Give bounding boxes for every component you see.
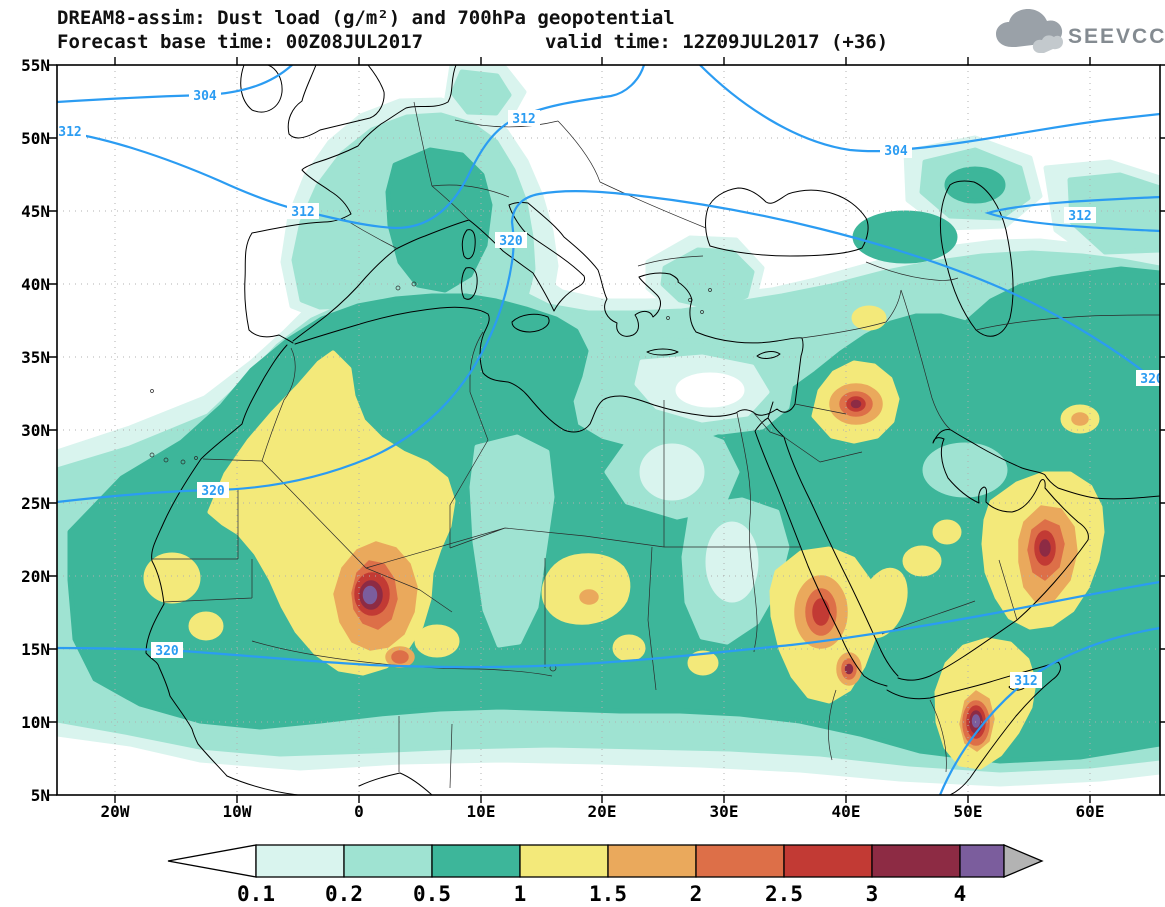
colorbar-label: 1 (514, 882, 527, 906)
contour-label: 320 (197, 482, 229, 499)
lat-tick-label: 25N (21, 494, 50, 513)
geopotential-contours (57, 65, 1160, 795)
colorbar-segment (343, 844, 433, 878)
seevccc-logo: SEEVCCC (996, 9, 1165, 53)
lat-tick-label: 10N (21, 713, 50, 732)
contour-label: 312 (57, 123, 86, 140)
colorbar-label: 0.5 (413, 882, 451, 906)
svg-text:320: 320 (155, 644, 179, 659)
lat-tick-label: 55N (21, 56, 50, 75)
colorbar-arrow-high (1003, 844, 1044, 878)
svg-text:320: 320 (1140, 372, 1164, 387)
coastlines (145, 65, 1160, 795)
colorbar-segment (871, 844, 961, 878)
lat-tick-label: 5N (31, 786, 50, 805)
lat-tick-label: 40N (21, 275, 50, 294)
svg-text:312: 312 (1068, 209, 1091, 224)
contour-label: 304 (880, 142, 912, 159)
contour-label: 312 (508, 110, 540, 127)
contour-label: 320 (151, 642, 183, 659)
lat-axis: 55N 50N 45N 40N 35N 30N 25N 20N 15N 10N … (21, 56, 50, 805)
svg-text:320: 320 (201, 484, 225, 499)
lat-tick-label: 15N (21, 640, 50, 659)
colorbar-segment (607, 844, 697, 878)
colorbar-segment (519, 844, 609, 878)
svg-text:312: 312 (512, 112, 535, 127)
contour-label: 304 (189, 87, 221, 104)
lon-tick-label: 0 (354, 802, 364, 821)
svg-text:304: 304 (884, 144, 908, 159)
colorbar-segment (959, 844, 1005, 878)
svg-text:304: 304 (193, 89, 217, 104)
colorbar-label: 4 (954, 882, 967, 906)
subtitle-forecast-time: Forecast base time: 00Z08JUL2017 (57, 31, 423, 53)
contour-label: 312 (1064, 207, 1096, 224)
colorbar-segment (255, 844, 345, 878)
lon-tick-label: 10W (223, 802, 252, 821)
colorbar-label: 0.2 (325, 882, 363, 906)
lon-tick-label: 20W (101, 802, 130, 821)
colorbar-segment (431, 844, 521, 878)
colorbar-label: 0.1 (237, 882, 275, 906)
map-body: 304 312 312 312 304 312 320 320 320 312 … (57, 65, 1164, 795)
page-title: DREAM8-assim: Dust load (g/m²) and 700hP… (57, 7, 675, 29)
subtitle-valid-time: valid time: 12Z09JUL2017 (+36) (545, 31, 888, 53)
lat-tick-label: 30N (21, 421, 50, 440)
lon-tick-label: 60E (1076, 802, 1105, 821)
country-borders (149, 101, 1160, 789)
svg-text:312: 312 (291, 205, 314, 220)
lon-tick-label: 20E (588, 802, 617, 821)
colorbar-segment (783, 844, 873, 878)
colorbar-label: 3 (866, 882, 879, 906)
colorbar: 0.1 0.2 0.5 1 1.5 2 2.5 3 4 (167, 844, 1044, 906)
colorbar-labels: 0.1 0.2 0.5 1 1.5 2 2.5 3 4 (237, 882, 966, 906)
lon-tick-label: 10E (467, 802, 496, 821)
lon-tick-label: 50E (954, 802, 983, 821)
lon-tick-label: 40E (832, 802, 861, 821)
lon-axis: 20W 10W 0 10E 20E 30E 40E 50E 60E (101, 802, 1105, 821)
lat-tick-label: 20N (21, 567, 50, 586)
svg-text:312: 312 (1014, 674, 1037, 689)
colorbar-label: 2 (690, 882, 703, 906)
contour-label: 312 (287, 203, 319, 220)
contour-labels: 304 312 312 312 304 312 320 320 320 312 … (57, 87, 1164, 689)
svg-text:320: 320 (499, 234, 523, 249)
axis-ticks (49, 57, 1165, 803)
contour-label: 320 (1136, 370, 1164, 387)
colorbar-segment (695, 844, 785, 878)
cloud-icon-small (1032, 35, 1063, 53)
lon-tick-label: 30E (710, 802, 739, 821)
colorbar-label: 2.5 (765, 882, 803, 906)
lat-tick-label: 50N (21, 129, 50, 148)
colorbar-label: 1.5 (589, 882, 627, 906)
colorbar-arrow-low (167, 844, 257, 878)
logo-text: SEEVCCC (1068, 25, 1165, 48)
contour-label: 320 (495, 232, 527, 249)
dust-fill-layer (57, 65, 1160, 787)
lat-tick-label: 45N (21, 202, 50, 221)
contour-label: 312 (1010, 672, 1042, 689)
lat-tick-label: 35N (21, 348, 50, 367)
svg-text:312: 312 (58, 125, 81, 140)
